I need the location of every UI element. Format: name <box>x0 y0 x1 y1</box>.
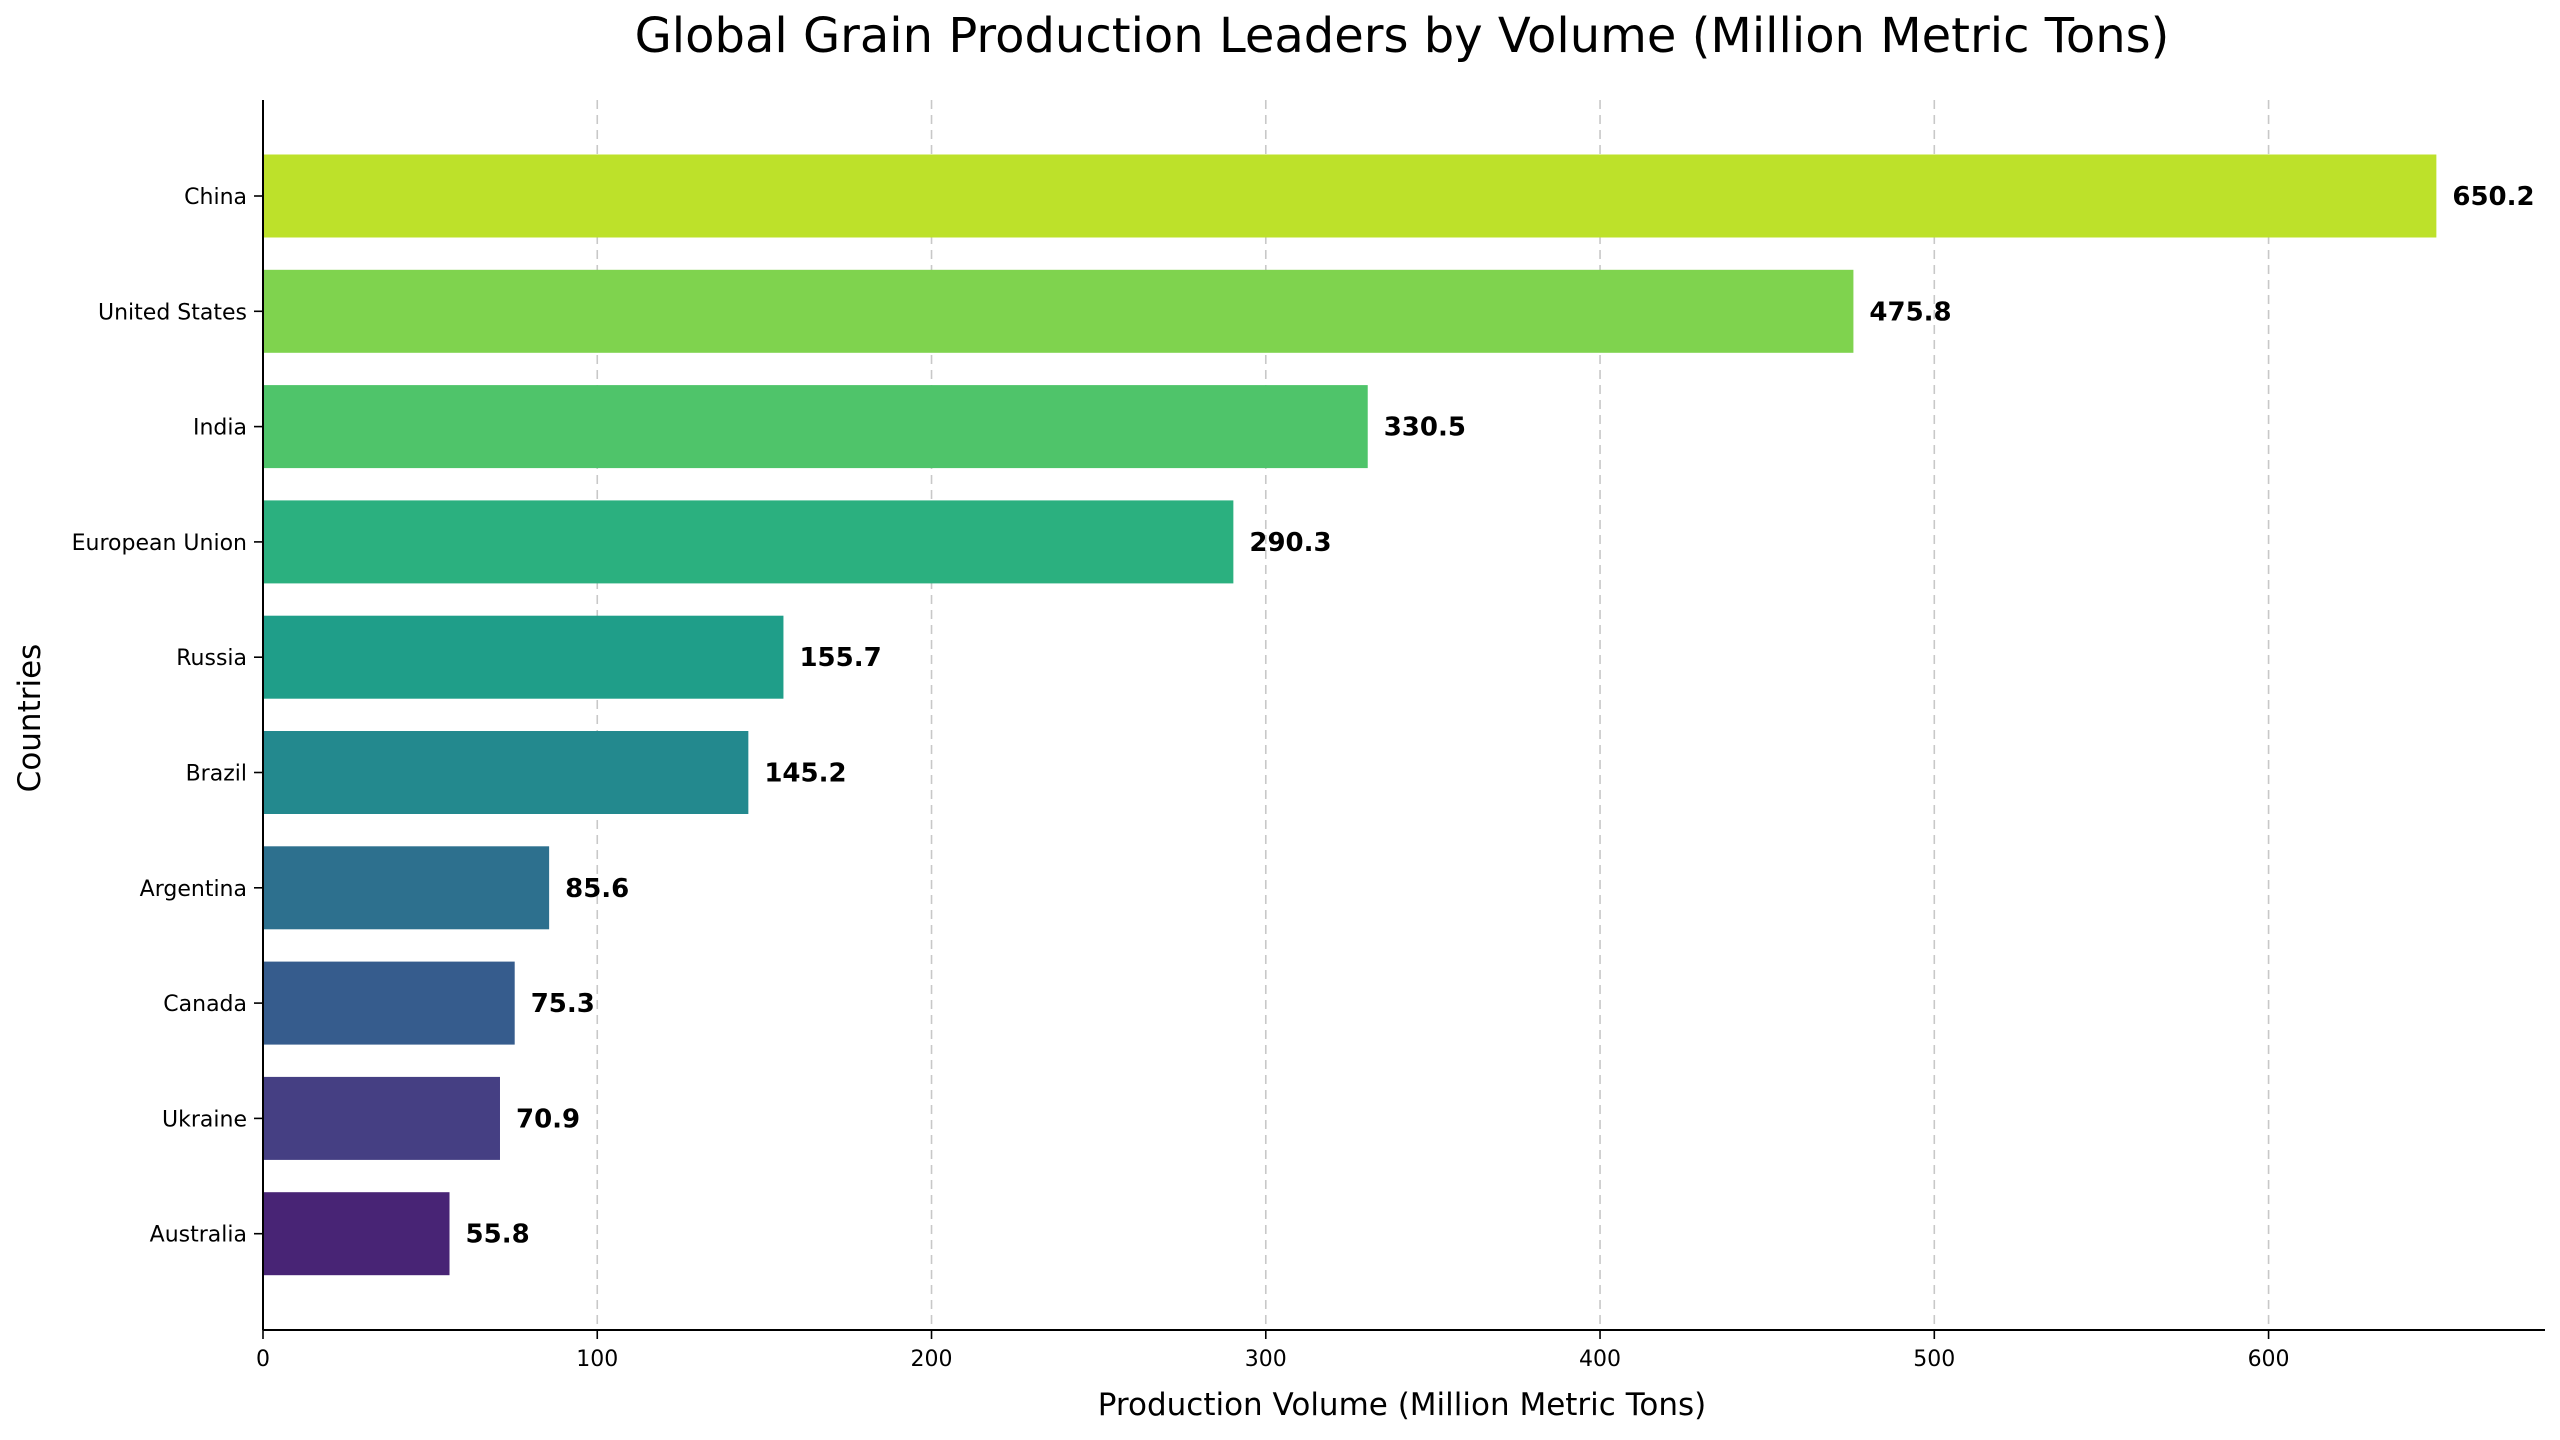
data-label: 475.8 <box>1869 297 1951 327</box>
y-axis-label: Countries <box>12 644 48 793</box>
x-axis-label: Production Volume (Million Metric Tons) <box>1098 1387 1706 1423</box>
y-tick-label: United States <box>98 300 247 325</box>
bar <box>263 500 1234 584</box>
bar <box>263 961 515 1045</box>
y-tick-label: Ukraine <box>162 1107 247 1132</box>
chart-title: Global Grain Production Leaders by Volum… <box>635 8 2170 64</box>
data-label: 70.9 <box>516 1104 580 1134</box>
data-label: 55.8 <box>466 1220 530 1250</box>
y-tick-label: European Union <box>72 531 247 556</box>
axes <box>254 100 2545 1339</box>
y-tick-label: China <box>184 185 247 210</box>
x-tick-label: 0 <box>256 1347 270 1372</box>
y-tick-label: Argentina <box>140 877 247 902</box>
bar <box>263 154 2437 238</box>
x-tick-label: 500 <box>1913 1347 1955 1372</box>
x-tick-label: 100 <box>576 1347 618 1372</box>
labels: 0 100 200 300 400 500 600 China 650.2 United Stat… <box>72 182 2535 1372</box>
y-tick-label: Canada <box>163 992 247 1017</box>
data-label: 145.2 <box>764 759 846 789</box>
bar <box>263 846 550 930</box>
grid-lines <box>596 100 2270 1330</box>
data-label: 155.7 <box>799 643 881 673</box>
bar <box>263 731 749 814</box>
data-label: 330.5 <box>1384 413 1466 443</box>
y-tick-label: Brazil <box>186 762 247 787</box>
x-tick-label: 600 <box>2248 1347 2290 1372</box>
data-label: 650.2 <box>2452 182 2534 212</box>
data-label: 290.3 <box>1249 528 1331 558</box>
data-label: 75.3 <box>531 989 595 1019</box>
x-tick-label: 200 <box>911 1347 953 1372</box>
x-tick-label: 400 <box>1579 1347 1621 1372</box>
y-tick-label: Australia <box>150 1223 247 1248</box>
bar <box>263 269 1854 353</box>
y-tick-label: Russia <box>176 646 247 671</box>
bar <box>263 385 1368 469</box>
y-tick-label: India <box>193 416 247 441</box>
x-tick-label: 300 <box>1245 1347 1287 1372</box>
bars <box>263 154 2437 1276</box>
bar <box>263 615 784 699</box>
bar <box>263 1076 500 1160</box>
bar <box>263 1192 450 1276</box>
data-label: 85.6 <box>565 874 629 904</box>
